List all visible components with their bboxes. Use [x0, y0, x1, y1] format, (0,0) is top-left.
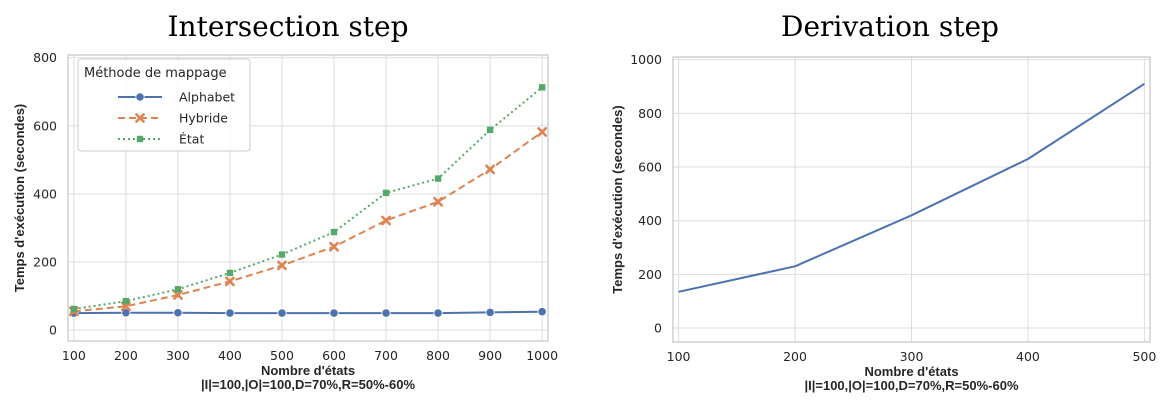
chart1-series-hybride-point	[537, 127, 548, 137]
chart1-legend-marker	[135, 92, 145, 102]
chart1-series-hybride-point-stroke	[329, 241, 339, 252]
chart1-y-tick-label: 600	[33, 118, 57, 133]
chart1-series--tat-point	[122, 297, 130, 305]
chart1-series-alphabet-point	[225, 308, 235, 318]
chart1-series--tat-point	[278, 251, 286, 258]
chart1-series--tat-point	[330, 228, 338, 236]
chart1-series-hybride-point-stroke	[277, 260, 287, 271]
chart2-y-tick-label: 400	[638, 213, 662, 228]
chart2-x-tick-label: 300	[900, 349, 924, 364]
chart1-series-alphabet-point	[277, 308, 287, 318]
chart1-series-alphabet-point	[173, 308, 183, 318]
chart2-y-tick-label: 0	[654, 321, 662, 336]
chart1-x-axis-label: Nombre d'états	[261, 363, 355, 378]
chart1-x-tick-label: 800	[426, 348, 450, 363]
chart1-y-tick-label: 200	[33, 255, 57, 270]
chart1-series-hybride-point	[485, 164, 496, 175]
chart2-x-tick-label: 400	[1016, 349, 1040, 364]
chart1-series-hybride-point-stroke	[433, 196, 443, 207]
chart1-series-alphabet-point	[433, 308, 443, 318]
chart2-x-tick-label: 200	[783, 349, 807, 364]
chart1-series--tat-point	[226, 269, 234, 277]
chart1-x-tick-label: 100	[62, 348, 86, 363]
chart2-series-0	[678, 82, 1145, 293]
chart1-title: Intersection step	[167, 10, 408, 43]
chart2-series-0-line	[678, 82, 1145, 293]
chart1-y-tick-label: 800	[33, 50, 57, 65]
chart1-y-tick-label: 400	[33, 186, 57, 201]
chart1-x-tick-label: 400	[218, 348, 242, 363]
chart2-y-tick-label: 800	[638, 106, 662, 121]
chart1: 100 200 300 400 500 600 700 800 900 1000 0 200 400 60…	[12, 10, 558, 392]
chart1-series-alphabet-point	[537, 307, 547, 317]
chart1-x-tick-label: 700	[374, 348, 398, 363]
chart1-series-hybride-point-stroke	[225, 276, 235, 287]
chart1-y-axis-label: Temps d'exécution (secondes)	[12, 104, 27, 293]
chart1-series--tat-point	[70, 305, 78, 313]
chart1-legend-label: Alphabet	[179, 90, 235, 105]
chart1-series-hybride-point	[381, 215, 391, 226]
chart1-frame	[67, 54, 549, 342]
chart1-series--tat-point	[382, 189, 390, 197]
chart1-x-tick-label: 300	[166, 348, 190, 363]
chart1-series-alphabet-point	[329, 308, 339, 318]
chart2-title: Derivation step	[781, 10, 999, 43]
chart1-x-axis-sublabel: |I|=100,|O|=100,D=70%,R=50%-60%	[201, 377, 415, 392]
chart1-x-tick-label: 600	[322, 348, 346, 363]
chart1-series-alphabet-point	[121, 308, 131, 318]
chart2-x-tick-label: 100	[667, 349, 691, 364]
chart1-x-tick-label: 200	[114, 348, 138, 363]
chart1-legend-box	[77, 58, 251, 152]
chart2-y-tick-label: 200	[638, 267, 662, 282]
chart1-series-hybride-point	[329, 241, 339, 252]
chart1-legend-label: Hybride	[179, 111, 228, 126]
chart1-series-alphabet-point	[485, 307, 495, 317]
chart2-y-tick-label: 600	[638, 160, 662, 175]
chart1-series-hybride-point-stroke	[381, 215, 391, 226]
chart1-x-tick-label: 900	[478, 348, 502, 363]
chart1-series-hybride-point	[277, 260, 287, 271]
chart2-x-axis-sublabel: |I|=100,|O|=100,D=70%,R=50%-60%	[804, 378, 1018, 393]
chart1-series--tat-point	[486, 126, 494, 134]
chart2-y-tick-label: 1000	[630, 52, 662, 67]
chart1-series--tat-point	[538, 84, 546, 91]
chart1-series-hybride-point	[433, 196, 443, 207]
chart1-series-alphabet-point	[381, 308, 391, 318]
chart1-legend: Méthode de mappage Alphabet Hybride État	[77, 58, 251, 152]
chart1-series--tat-point	[434, 175, 442, 182]
chart2-frame	[672, 56, 1151, 343]
chart1-y-tick-label: 0	[49, 323, 57, 338]
chart2-x-tick-label: 500	[1132, 349, 1156, 364]
chart1-legend-marker	[136, 135, 144, 143]
chart1-legend-title: Méthode de mappage	[84, 66, 227, 81]
chart1-x-tick-label: 500	[270, 348, 294, 363]
chart1-series-hybride-point	[173, 290, 183, 300]
chart1-legend-label: État	[179, 132, 204, 147]
chart1-series-hybride-point-stroke	[537, 127, 548, 137]
chart2-x-axis-label: Nombre d'états	[864, 364, 958, 379]
chart1-x-tick-label: 1000	[526, 348, 558, 363]
chart2: 100 200 300 400 500 0 200 400 600 800 1000 Derivati…	[610, 10, 1156, 393]
chart1-series--tat	[70, 84, 546, 313]
chart1-series-hybride-point-stroke	[173, 290, 183, 300]
chart1-legend-marker-stroke	[135, 113, 145, 123]
chart1-series-hybride-point	[225, 276, 235, 287]
chart1-series--tat-point	[174, 286, 182, 293]
chart1-series-hybride-point-stroke	[485, 164, 496, 175]
chart1-series-alphabet-line	[73, 310, 543, 315]
chart2-y-axis-label: Temps d'exécution (secondes)	[610, 105, 625, 294]
chart1-legend-marker	[135, 113, 145, 123]
chart1-series-hybride-line	[73, 131, 543, 313]
